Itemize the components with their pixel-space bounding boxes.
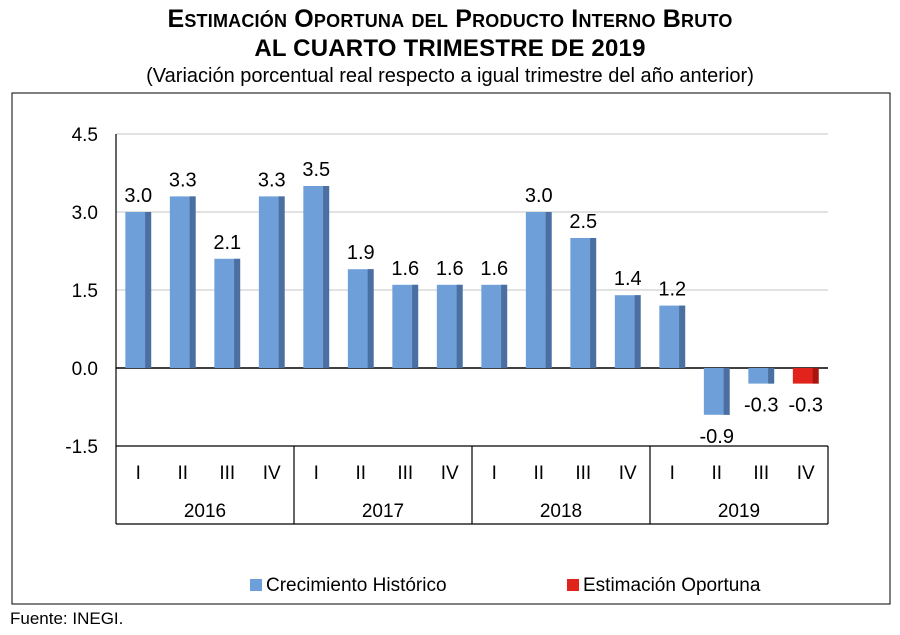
quarter-label: III xyxy=(219,463,235,484)
bar-side xyxy=(634,295,641,368)
source-note: Fuente: INEGI. xyxy=(10,609,124,628)
quarter-label: II xyxy=(177,463,188,484)
bar-side xyxy=(234,258,241,368)
y-tick-label: 0.0 xyxy=(72,359,98,380)
data-label: 3.0 xyxy=(124,185,152,207)
data-label: 3.3 xyxy=(169,169,197,191)
y-tick-label: 4.5 xyxy=(72,125,98,146)
quarter-label: IV xyxy=(619,463,637,484)
data-label: 2.1 xyxy=(213,232,241,254)
data-label: 1.6 xyxy=(480,258,508,280)
bar-side xyxy=(545,212,552,368)
quarter-label: II xyxy=(355,463,366,484)
quarter-label: IV xyxy=(441,463,459,484)
bar-side xyxy=(145,212,152,368)
bar-side xyxy=(323,186,330,368)
quarter-label: I xyxy=(136,463,141,484)
year-label: 2019 xyxy=(718,501,760,522)
data-label: -0.3 xyxy=(744,395,778,417)
bar-side xyxy=(367,269,374,368)
quarter-label: I xyxy=(492,463,497,484)
year-label: 2018 xyxy=(540,501,582,522)
quarter-label: III xyxy=(753,463,769,484)
legend-swatch-oportuna xyxy=(567,579,579,591)
legend-label-oportuna: Estimación Oportuna xyxy=(583,575,761,596)
y-tick-label: 1.5 xyxy=(72,281,98,302)
data-label: 1.2 xyxy=(658,279,686,301)
bar-historico xyxy=(748,368,775,384)
data-label: 2.5 xyxy=(569,211,597,233)
data-label: 3.0 xyxy=(525,185,553,207)
chart-frame xyxy=(11,92,891,605)
chart-subtitle: (Variación porcentual real respecto a ig… xyxy=(146,65,754,87)
y-tick-label: -1.5 xyxy=(65,437,98,458)
legend-swatch-historico xyxy=(250,579,262,591)
chart-title-line2: AL CUARTO TRIMESTRE DE 2019 xyxy=(254,35,646,62)
quarter-label: I xyxy=(314,463,319,484)
legend-label-historico: Crecimiento Histórico xyxy=(266,575,447,596)
data-label: 3.5 xyxy=(302,159,330,181)
quarter-label: I xyxy=(670,463,675,484)
chart-title: Estimación Oportuna del Producto Interno… xyxy=(167,5,733,33)
quarter-label: IV xyxy=(263,463,281,484)
y-tick-label: 3.0 xyxy=(72,203,98,224)
bar-side xyxy=(590,238,597,368)
data-label: -0.3 xyxy=(789,395,823,417)
data-label: 1.4 xyxy=(614,268,642,290)
quarter-label: IV xyxy=(797,463,815,484)
data-label: 1.6 xyxy=(436,258,464,280)
bar-side xyxy=(768,368,775,384)
data-label: 1.6 xyxy=(391,258,419,280)
quarter-label: III xyxy=(397,463,413,484)
chart-title-block: Estimación Oportuna del Producto Interno… xyxy=(0,4,900,88)
quarter-label: II xyxy=(711,463,722,484)
data-label: 1.9 xyxy=(347,242,375,264)
year-label: 2017 xyxy=(362,501,404,522)
bar-side xyxy=(189,196,196,368)
bar-side xyxy=(679,305,686,368)
year-label: 2016 xyxy=(184,501,226,522)
bar-side xyxy=(278,196,285,368)
quarter-label: II xyxy=(533,463,544,484)
data-label: 3.3 xyxy=(258,169,286,191)
bar-estimacion-oportuna xyxy=(792,368,819,384)
bar-side xyxy=(456,284,463,368)
bar-side xyxy=(412,284,419,368)
bar-side xyxy=(812,368,819,384)
bar-side xyxy=(501,284,508,368)
quarter-label: III xyxy=(575,463,591,484)
bar-side xyxy=(723,368,730,415)
data-label: -0.9 xyxy=(700,426,734,448)
